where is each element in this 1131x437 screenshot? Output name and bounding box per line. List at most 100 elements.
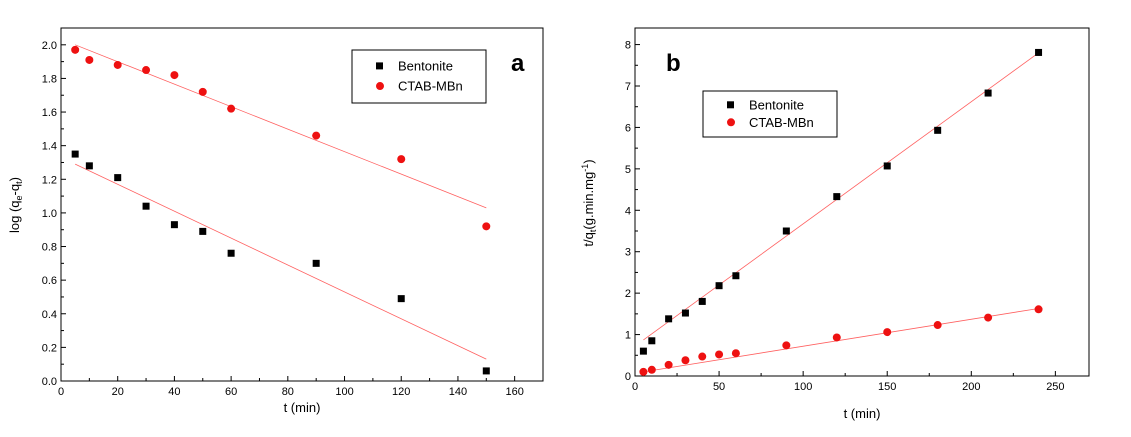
panel-b-x-tick-label: 150	[878, 381, 896, 393]
panel-b-point-ctab-mbn	[698, 352, 707, 361]
panel-a-point-ctab-mbn	[482, 222, 491, 231]
panel-b-x-tick-label: 50	[713, 381, 725, 393]
panel-a-point-bentonite	[227, 249, 235, 257]
panel-b-point-ctab-mbn	[883, 328, 892, 337]
panel-a-point-bentonite	[482, 367, 490, 375]
panel-b-x-tick-label: 100	[794, 381, 812, 393]
panel-a-y-tick-label: 1.6	[42, 107, 57, 119]
panel-a-fit-line-bentonite	[75, 163, 487, 360]
panel-a-y-tick-label: 0.2	[42, 342, 57, 354]
panel-a-x-tick-label: 140	[449, 386, 467, 398]
panel-a-y-tick-label: 1.8	[42, 73, 57, 85]
panel-a-point-ctab-mbn	[227, 104, 236, 113]
panel-b-point-ctab-mbn	[681, 356, 690, 365]
panel-b-y-tick-label: 7	[625, 81, 631, 93]
panel-a-point-bentonite	[85, 162, 93, 170]
panel-b-point-ctab-mbn	[647, 365, 656, 374]
panel-b-y-axis-title: t/qt(g.min.mg-1)	[580, 159, 598, 246]
panel-a-x-tick-label: 100	[335, 386, 353, 398]
panel-b-legend: Bentonite CTAB-MBn	[702, 90, 838, 138]
panel-b-ticks: 0 50 100 150 200 250 0 1 2 3 4 5 6 7 8	[625, 40, 1065, 393]
panel-a-point-ctab-mbn	[142, 66, 151, 75]
panel-a-point-ctab-mbn	[85, 55, 94, 64]
panel-b-point-ctab-mbn	[639, 367, 648, 376]
panel-a-legend-marker-ctab-mbn	[376, 82, 384, 91]
panel-b-y-tick-label: 2	[625, 288, 631, 300]
panel-b-point-bentonite	[1035, 48, 1043, 56]
panel-a-x-tick-label: 80	[282, 386, 294, 398]
panel-b-y-tick-label: 4	[625, 205, 631, 217]
panel-b-point-bentonite	[715, 282, 723, 290]
panel-a-points	[71, 45, 491, 375]
panel-a-point-bentonite	[142, 202, 150, 210]
panel-b-point-bentonite	[883, 162, 891, 170]
panel-b-y-tick-label: 3	[625, 247, 631, 259]
panel-a-x-axis-title: t (min)	[284, 400, 321, 415]
panel-a-point-bentonite	[71, 150, 79, 158]
panel-a-y-tick-label: 2.0	[42, 40, 57, 52]
panel-a-point-bentonite	[312, 259, 320, 267]
panel-b-fit-line-bentonite	[643, 52, 1039, 341]
panel-a-y-tick-label: 0.0	[42, 376, 57, 388]
panel-b-fit-line-ctab-mbn	[643, 308, 1039, 373]
panel-b-y-tick-label: 8	[625, 40, 631, 52]
panel-a-letter: a	[511, 50, 525, 77]
panel-a-point-ctab-mbn	[397, 155, 406, 164]
panel-b-legend-marker-ctab-mbn	[727, 118, 735, 127]
panel-a-y-tick-label: 1.2	[42, 174, 57, 186]
panel-a-legend-box	[351, 49, 487, 104]
panel-b-point-ctab-mbn	[731, 349, 740, 358]
panel-a-point-bentonite	[397, 295, 405, 303]
panel-b-point-ctab-mbn	[782, 341, 791, 350]
panel-a-point-bentonite	[170, 221, 178, 229]
panel-a-x-tick-label: 160	[505, 386, 523, 398]
panel-b-legend-box	[702, 90, 838, 138]
panel-a-y-tick-label: 0.6	[42, 275, 57, 287]
panel-b-x-tick-label: 250	[1046, 381, 1064, 393]
panel-a-point-bentonite	[114, 174, 122, 182]
panel-a-x-tick-label: 0	[58, 386, 64, 398]
panel-b-y-tick-label: 5	[625, 164, 631, 176]
panel-b-y-tick-label: 6	[625, 122, 631, 134]
panel-a-y-tick-label: 0.8	[42, 242, 57, 254]
panel-b-x-tick-label: 0	[632, 381, 638, 393]
panel-b-point-bentonite	[833, 193, 841, 201]
panel-b-point-bentonite	[665, 315, 673, 323]
panel-a-ticks: 0 20 40 60 80 100 120 140 160 0.0 0.2 0.4 0.6 0.8 1.0 1…	[42, 40, 524, 398]
panel-b-y-tick-label: 1	[625, 330, 631, 342]
panel-a-y-tick-label: 1.0	[42, 208, 57, 220]
panel-b-legend-label-ctab-mbn: CTAB-MBn	[749, 115, 814, 130]
panel-a-y-axis-title: log (qe-qt)	[7, 177, 24, 233]
panel-a-point-bentonite	[199, 227, 207, 235]
panel-b: 0 50 100 150 200 250 0 1 2 3 4 5 6 7 8 t (min) t/qt(g.…	[580, 27, 1090, 421]
panel-b-point-ctab-mbn	[933, 321, 942, 330]
panel-b-point-ctab-mbn	[832, 333, 841, 342]
panel-b-point-bentonite	[639, 347, 647, 355]
panel-b-point-ctab-mbn	[1034, 305, 1043, 314]
panel-a-legend-label-bentonite: Bentonite	[398, 58, 453, 73]
panel-b-point-ctab-mbn	[715, 350, 724, 359]
panel-a-point-ctab-mbn	[113, 60, 122, 69]
panel-b-legend-label-bentonite: Bentonite	[749, 97, 804, 112]
panel-a-y-tick-label: 0.4	[42, 309, 57, 321]
panel-b-point-bentonite	[782, 227, 790, 235]
panel-b-legend-marker-bentonite	[727, 101, 734, 109]
panel-a-x-tick-label: 40	[168, 386, 180, 398]
panel-b-point-bentonite	[984, 89, 992, 97]
panel-a-legend-label-ctab-mbn: CTAB-MBn	[398, 79, 463, 94]
panel-b-point-bentonite	[648, 337, 656, 345]
panel-b-point-bentonite	[698, 297, 706, 305]
panel-a-point-ctab-mbn	[312, 131, 321, 140]
panel-b-plot-frame	[634, 27, 1090, 377]
panel-a-point-ctab-mbn	[170, 71, 179, 80]
panel-b-x-axis-title: t (min)	[844, 406, 881, 421]
panel-b-y-tick-label: 0	[625, 371, 631, 383]
panel-a-x-tick-label: 20	[112, 386, 124, 398]
panel-a-legend-marker-bentonite	[376, 62, 383, 70]
panel-a-point-ctab-mbn	[71, 45, 80, 54]
panel-a-x-tick-label: 120	[392, 386, 410, 398]
panel-a-legend: Bentonite CTAB-MBn	[351, 49, 487, 104]
panel-b-point-bentonite	[681, 309, 689, 317]
panel-a-point-ctab-mbn	[198, 87, 207, 96]
